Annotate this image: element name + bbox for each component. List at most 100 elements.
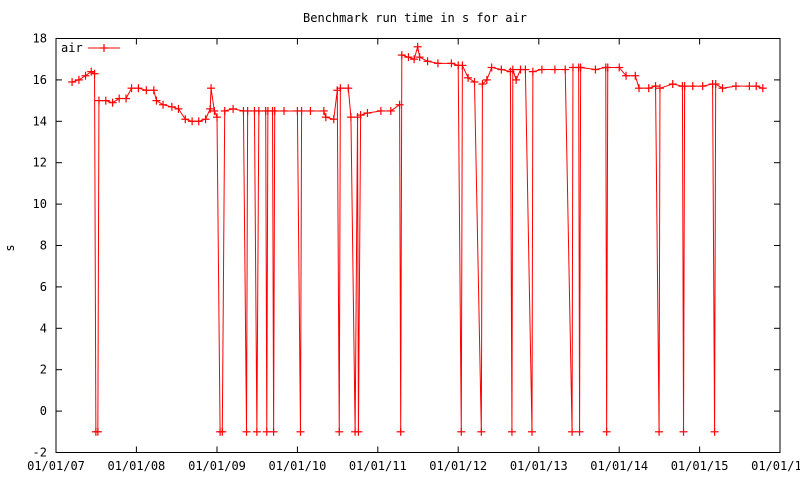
data-point-marker bbox=[108, 98, 117, 107]
data-point-marker bbox=[181, 115, 190, 124]
data-point-marker bbox=[207, 84, 216, 93]
axes: -2 0 2 4 6 8 10 12 14 16 18 01/01/07 01/01/08 01/01/0… bbox=[27, 32, 800, 474]
data-point-marker bbox=[336, 84, 345, 93]
data-point-marker bbox=[262, 427, 271, 436]
x-tick-label: 01/01/07 bbox=[27, 459, 85, 473]
data-point-marker bbox=[243, 106, 252, 115]
data-point-marker bbox=[537, 65, 546, 74]
x-tick-label: 01/01/14 bbox=[590, 459, 648, 473]
legend-label: air bbox=[61, 41, 83, 55]
data-point-marker bbox=[122, 94, 131, 103]
y-tick-label: 18 bbox=[33, 32, 47, 46]
data-point-marker bbox=[319, 106, 328, 115]
data-point-marker bbox=[631, 71, 640, 80]
data-point-marker bbox=[615, 63, 624, 72]
data-point-marker bbox=[363, 109, 372, 118]
data-point-marker bbox=[413, 42, 422, 51]
data-point-marker bbox=[386, 106, 395, 115]
data-point-marker bbox=[745, 82, 754, 91]
data-point-marker bbox=[568, 427, 577, 436]
data-point-marker bbox=[718, 84, 727, 93]
data-point-marker bbox=[254, 106, 263, 115]
y-tick-label: 6 bbox=[40, 280, 47, 294]
data-point-marker bbox=[752, 82, 761, 91]
data-point-marker bbox=[94, 96, 103, 105]
data-point-marker bbox=[218, 427, 227, 436]
data-point-marker bbox=[458, 61, 467, 70]
y-tick-label: 2 bbox=[40, 363, 47, 377]
data-point-marker bbox=[90, 69, 99, 78]
data-point-marker bbox=[74, 75, 83, 84]
data-point-marker bbox=[575, 427, 584, 436]
data-point-marker bbox=[651, 82, 660, 91]
legend: air bbox=[61, 41, 120, 55]
data-point-marker bbox=[279, 106, 288, 115]
x-tick-label: 01/01/11 bbox=[349, 459, 407, 473]
data-point-marker bbox=[167, 102, 176, 111]
data-point-marker bbox=[710, 427, 719, 436]
data-point-marker bbox=[296, 427, 305, 436]
data-point-marker bbox=[550, 65, 559, 74]
data-point-marker bbox=[731, 82, 740, 91]
y-tick-label: 14 bbox=[33, 114, 47, 128]
data-point-marker bbox=[447, 59, 456, 68]
data-point-marker bbox=[478, 80, 487, 89]
chart-title: Benchmark run time in s for air bbox=[303, 11, 527, 25]
data-point-marker bbox=[93, 427, 102, 436]
data-point-marker bbox=[644, 84, 653, 93]
data-point-marker bbox=[397, 51, 406, 60]
data-point-marker bbox=[134, 84, 143, 93]
data-point-marker bbox=[698, 82, 707, 91]
y-tick-label: 4 bbox=[40, 321, 47, 335]
data-point-marker bbox=[115, 94, 124, 103]
data-point-marker bbox=[521, 65, 530, 74]
data-point-marker bbox=[457, 427, 466, 436]
data-point-marker bbox=[512, 75, 521, 84]
data-point-marker bbox=[464, 73, 473, 82]
x-tick-label: 01/01/08 bbox=[107, 459, 165, 473]
data-point-marker bbox=[668, 80, 677, 89]
data-point-marker bbox=[395, 100, 404, 109]
data-point-marker bbox=[81, 71, 90, 80]
y-tick-label: 16 bbox=[33, 73, 47, 87]
data-point-marker bbox=[527, 427, 536, 436]
y-tick-label: 10 bbox=[33, 197, 47, 211]
data-point-marker bbox=[655, 427, 664, 436]
data-point-marker bbox=[410, 55, 419, 64]
data-point-marker bbox=[127, 84, 136, 93]
data-point-marker bbox=[433, 59, 442, 68]
data-point-marker bbox=[376, 106, 385, 115]
data-point-marker bbox=[344, 84, 353, 93]
data-point-marker bbox=[404, 53, 413, 62]
data-point-marker bbox=[159, 100, 168, 109]
data-point-marker bbox=[354, 427, 363, 436]
data-point-marker bbox=[415, 53, 424, 62]
data-point-marker bbox=[213, 113, 222, 122]
data-point-marker bbox=[508, 65, 517, 74]
data-point-marker bbox=[622, 71, 631, 80]
data-point-marker bbox=[220, 106, 229, 115]
data-point-marker bbox=[321, 113, 330, 122]
data-point-marker bbox=[396, 427, 405, 436]
data-point-marker bbox=[423, 57, 432, 66]
data-point-marker bbox=[688, 82, 697, 91]
data-point-marker bbox=[711, 80, 720, 89]
data-point-marker bbox=[269, 427, 278, 436]
data-point-marker bbox=[497, 65, 506, 74]
data-point-marker bbox=[329, 115, 338, 124]
data-point-marker bbox=[142, 86, 151, 95]
data-point-marker bbox=[152, 96, 161, 105]
data-point-marker bbox=[306, 106, 315, 115]
data-point-marker bbox=[297, 106, 306, 115]
x-tick-label: 01/01/09 bbox=[188, 459, 246, 473]
data-point-marker bbox=[635, 84, 644, 93]
data-point-marker bbox=[482, 75, 491, 84]
x-tick-label: 01/01/10 bbox=[269, 459, 327, 473]
data-point-marker bbox=[270, 106, 279, 115]
x-tick-label: 01/01/13 bbox=[510, 459, 568, 473]
data-point-marker bbox=[603, 63, 612, 72]
data-point-marker bbox=[576, 63, 585, 72]
y-tick-label: 0 bbox=[40, 404, 47, 418]
data-point-marker bbox=[680, 82, 689, 91]
